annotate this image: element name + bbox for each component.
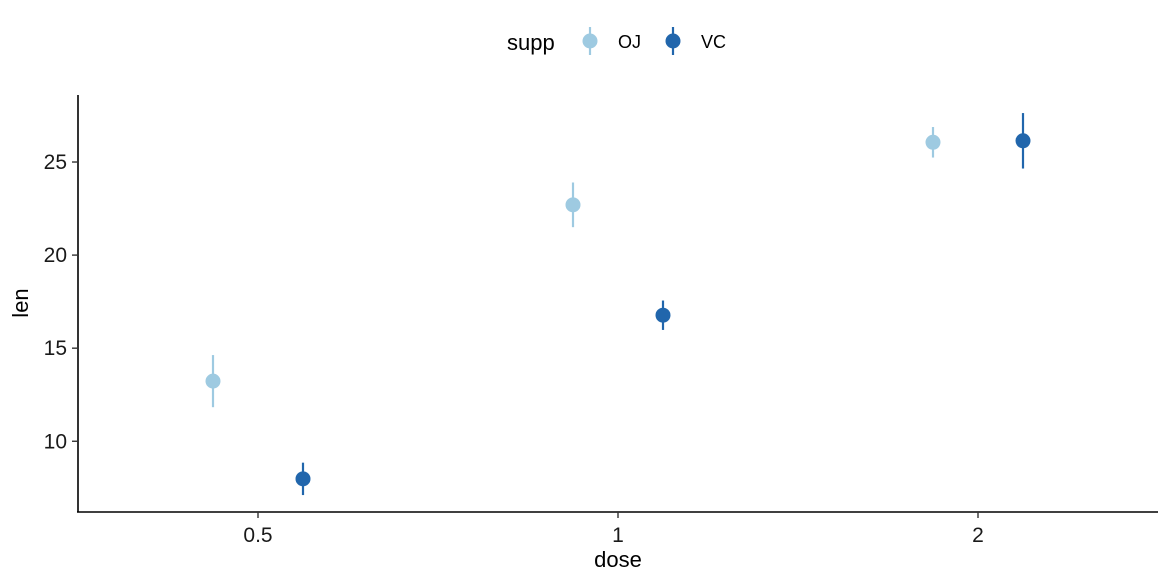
y-tick-label: 25 bbox=[44, 151, 67, 174]
x-ticks: 0.5 1 2 bbox=[243, 512, 984, 547]
point-oj-0.5 bbox=[205, 373, 221, 389]
y-tick-label: 10 bbox=[44, 430, 67, 453]
legend-label-vc: VC bbox=[701, 32, 726, 52]
y-tick-label: 15 bbox=[44, 337, 67, 360]
point-vc-1 bbox=[655, 307, 671, 323]
y-tick-label: 20 bbox=[44, 244, 67, 267]
point-oj-2 bbox=[925, 134, 941, 150]
point-oj-1 bbox=[565, 197, 581, 213]
legend-item-vc: VC bbox=[665, 27, 726, 55]
y-axis-title: len bbox=[8, 288, 33, 317]
legend-label-oj: OJ bbox=[618, 32, 641, 52]
x-tick-label: 1 bbox=[612, 524, 624, 547]
legend: supp OJ VC bbox=[507, 27, 726, 55]
x-axis-title: dose bbox=[594, 547, 642, 572]
point-vc-0.5 bbox=[295, 471, 311, 487]
legend-title: supp bbox=[507, 30, 555, 55]
y-ticks: 10 15 20 25 bbox=[44, 151, 78, 453]
legend-key-vc-dot bbox=[665, 33, 681, 49]
plot-marks bbox=[205, 113, 1031, 496]
x-tick-label: 0.5 bbox=[243, 524, 272, 547]
x-tick-label: 2 bbox=[972, 524, 984, 547]
point-vc-2 bbox=[1015, 133, 1031, 149]
legend-key-oj-dot bbox=[582, 33, 598, 49]
legend-item-oj: OJ bbox=[582, 27, 641, 55]
